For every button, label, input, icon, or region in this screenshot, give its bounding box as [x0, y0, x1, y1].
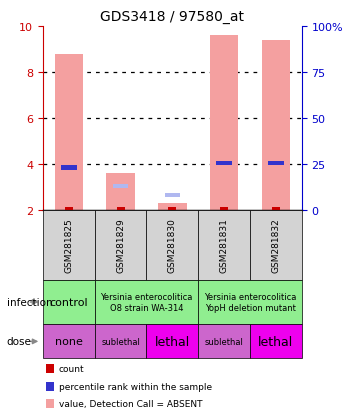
- Text: percentile rank within the sample: percentile rank within the sample: [59, 382, 212, 391]
- Text: value, Detection Call = ABSENT: value, Detection Call = ABSENT: [59, 399, 202, 408]
- Title: GDS3418 / 97580_at: GDS3418 / 97580_at: [100, 10, 244, 24]
- Bar: [168, 208, 176, 211]
- Text: sublethal: sublethal: [205, 337, 244, 346]
- Bar: [210, 36, 238, 211]
- Bar: [165, 194, 180, 198]
- Bar: [268, 161, 284, 166]
- Text: GSM281831: GSM281831: [220, 218, 229, 273]
- Text: none: none: [55, 337, 83, 347]
- Bar: [65, 208, 73, 211]
- Text: GSM281829: GSM281829: [116, 218, 125, 273]
- Text: Yersinia enterocolitica
YopH deletion mutant: Yersinia enterocolitica YopH deletion mu…: [204, 293, 296, 312]
- Text: lethal: lethal: [155, 335, 190, 348]
- Text: lethal: lethal: [258, 335, 294, 348]
- Bar: [272, 208, 280, 211]
- Text: GSM281825: GSM281825: [64, 218, 73, 273]
- Text: count: count: [59, 364, 85, 373]
- Bar: [216, 161, 232, 166]
- Bar: [61, 166, 76, 170]
- Text: GSM281832: GSM281832: [271, 218, 281, 273]
- Bar: [262, 40, 290, 211]
- Text: infection: infection: [7, 297, 52, 307]
- Text: sublethal: sublethal: [101, 337, 140, 346]
- Bar: [117, 208, 125, 211]
- Bar: [106, 174, 135, 211]
- Bar: [113, 185, 128, 189]
- Text: dose: dose: [7, 337, 32, 347]
- Text: GSM281830: GSM281830: [168, 218, 177, 273]
- Bar: [55, 55, 83, 211]
- Bar: [220, 208, 228, 211]
- Bar: [158, 204, 187, 211]
- Text: Yersinia enterocolitica
O8 strain WA-314: Yersinia enterocolitica O8 strain WA-314: [100, 293, 193, 312]
- Text: control: control: [49, 297, 88, 307]
